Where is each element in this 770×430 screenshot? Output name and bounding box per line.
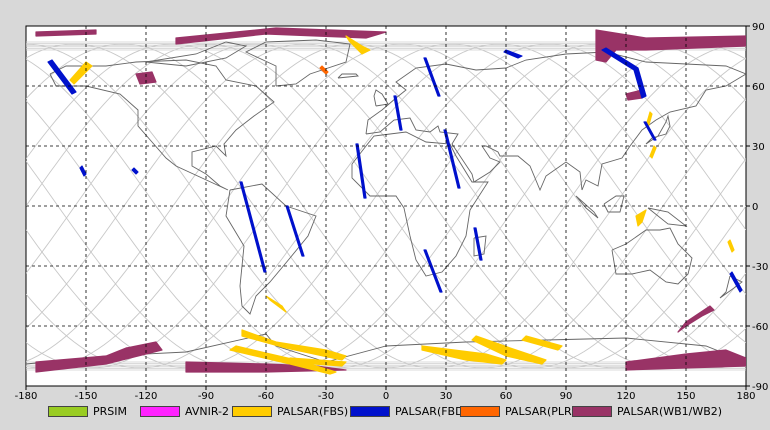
- palsar-fbd-swath: [423, 249, 443, 293]
- palsar-fbs-swath: [635, 209, 647, 227]
- y-tick-label: -60: [752, 322, 768, 333]
- orbit-track: [26, 43, 746, 369]
- coastline-antarctica: [26, 333, 746, 365]
- x-tick-label: 180: [736, 391, 755, 402]
- x-tick-label: 90: [560, 391, 573, 402]
- x-tick-label: -90: [198, 391, 214, 402]
- graticule: [26, 26, 746, 386]
- palsar-wb-swath: [625, 349, 746, 371]
- legend-item: AVNIR-2: [140, 403, 229, 419]
- palsar-fbd-swath: [239, 181, 267, 273]
- palsar-fbd-swath: [79, 165, 87, 177]
- x-tick-label: -120: [135, 391, 158, 402]
- palsar-fbd-swath: [503, 49, 523, 59]
- palsar-fbs-swath: [421, 345, 507, 365]
- palsar-fbd-swath: [131, 167, 139, 175]
- coastline-greenland: [244, 39, 351, 87]
- legend-label: PALSAR(PLR): [505, 404, 576, 418]
- legend-swatch: [572, 405, 612, 417]
- palsar-fbs-swath: [69, 61, 93, 85]
- palsar-fbd-swath: [473, 227, 483, 261]
- y-tick-label: 0: [752, 202, 758, 213]
- palsar-fbd-swath: [355, 143, 367, 199]
- palsar-fbs-swath: [727, 239, 735, 253]
- coastlines: [26, 39, 746, 365]
- x-tick-label: -150: [75, 391, 98, 402]
- x-tick-label: 30: [440, 391, 453, 402]
- x-tick-label: -30: [318, 391, 334, 402]
- legend-item: PALSAR(FBS): [232, 403, 348, 419]
- palsar-fbs-swath: [241, 329, 347, 361]
- palsar-wb-swath: [35, 341, 163, 373]
- palsar-fbd-swath: [47, 59, 77, 95]
- palsar-fbd-swath: [601, 47, 647, 99]
- legend-swatch: [48, 405, 88, 417]
- y-tick-label: 90: [752, 22, 765, 33]
- legend-label: AVNIR-2: [185, 404, 229, 418]
- palsar-fbs-swath: [521, 335, 563, 351]
- palsar-wb-swath: [677, 305, 715, 333]
- legend-label: PALSAR(FBS): [277, 404, 349, 418]
- palsar-fbd-swath: [443, 129, 461, 189]
- axis-ticks: -180 -150 -120 -90 -60 -30 0 30 60 90 120 150 180 90 6…: [15, 22, 769, 402]
- coastline-arctic-islands: [145, 41, 248, 67]
- x-tick-label: 120: [616, 391, 635, 402]
- palsar-fbs-swath: [649, 145, 657, 159]
- y-tick-label: 30: [752, 142, 765, 153]
- x-tick-label: 0: [383, 391, 389, 402]
- legend-label: PALSAR(WB1/WB2): [617, 404, 723, 418]
- palsar-fbs-swath: [265, 295, 287, 313]
- palsar-fbd-swath: [729, 271, 743, 293]
- y-tick-label: -30: [752, 262, 768, 273]
- palsar-fbs-swath: [471, 335, 547, 365]
- palsar-wb-swath: [175, 27, 387, 45]
- palsar-fbd-swath: [393, 95, 403, 131]
- x-tick-label: 150: [676, 391, 695, 402]
- coastline-sumatra: [575, 195, 599, 219]
- coastline-madagascar: [473, 235, 487, 257]
- palsar-wb-swath: [595, 29, 746, 63]
- legend-swatch: [232, 405, 272, 417]
- x-tick-label: -60: [258, 391, 274, 402]
- x-tick-label: -180: [15, 391, 38, 402]
- legend-item: PALSAR(PLR): [460, 403, 576, 419]
- legend: PRSIM AVNIR-2 PALSAR(FBS) PALSAR(FBD) PALSAR…: [0, 400, 770, 422]
- palsar-fbd-swath: [643, 121, 657, 141]
- palsar-fbs-swath: [345, 35, 371, 55]
- legend-swatch: [350, 405, 390, 417]
- legend-swatch: [140, 405, 180, 417]
- coastline-africa: [351, 131, 489, 277]
- palsar-wb-swath: [135, 71, 157, 85]
- y-tick-label: -90: [752, 382, 768, 393]
- orbit-track: [26, 43, 746, 369]
- coastline-australia: [611, 227, 693, 285]
- legend-swatch: [460, 405, 500, 417]
- palsar-fbs-swath: [285, 357, 347, 367]
- coastline-new-zealand: [719, 275, 743, 299]
- palsar-wb-swath: [35, 29, 97, 37]
- coastline-iceland: [337, 73, 359, 79]
- legend-item: PALSAR(FBD): [350, 403, 468, 419]
- y-tick-label: 60: [752, 82, 765, 93]
- x-tick-label: 60: [500, 391, 513, 402]
- palsar-fbd-swath: [423, 57, 441, 97]
- legend-label: PRSIM: [93, 404, 127, 418]
- coastline-borneo: [603, 195, 625, 213]
- legend-item: PALSAR(WB1/WB2): [572, 403, 722, 419]
- legend-label: PALSAR(FBD): [395, 404, 468, 418]
- legend-item: PRSIM: [48, 403, 127, 419]
- coastline-south-america: [225, 183, 317, 315]
